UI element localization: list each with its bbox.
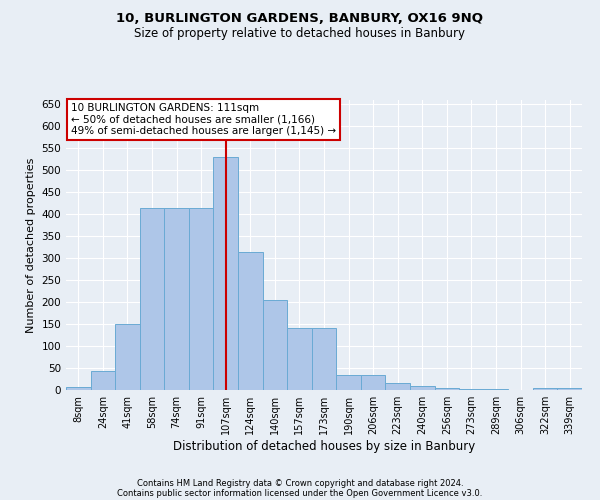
Bar [263,300,287,390]
Y-axis label: Number of detached properties: Number of detached properties [26,158,36,332]
Bar [484,389,508,390]
Bar [140,208,164,390]
Bar [214,157,238,390]
Bar [361,374,385,390]
Bar [557,388,582,390]
X-axis label: Distribution of detached houses by size in Banbury: Distribution of detached houses by size … [173,440,475,453]
Bar [312,328,336,390]
Text: 10 BURLINGTON GARDENS: 111sqm
← 50% of detached houses are smaller (1,166)
49% o: 10 BURLINGTON GARDENS: 111sqm ← 50% of d… [71,103,336,136]
Bar [164,208,189,390]
Bar [91,371,115,390]
Bar [434,388,459,390]
Bar [533,388,557,390]
Bar [189,208,214,390]
Bar [410,386,434,390]
Text: Contains public sector information licensed under the Open Government Licence v3: Contains public sector information licen… [118,488,482,498]
Bar [66,387,91,390]
Bar [287,328,312,390]
Text: Size of property relative to detached houses in Banbury: Size of property relative to detached ho… [134,28,466,40]
Bar [238,252,263,390]
Bar [336,374,361,390]
Bar [385,384,410,390]
Text: 10, BURLINGTON GARDENS, BANBURY, OX16 9NQ: 10, BURLINGTON GARDENS, BANBURY, OX16 9N… [116,12,484,26]
Bar [459,388,484,390]
Bar [115,324,140,390]
Text: Contains HM Land Registry data © Crown copyright and database right 2024.: Contains HM Land Registry data © Crown c… [137,478,463,488]
